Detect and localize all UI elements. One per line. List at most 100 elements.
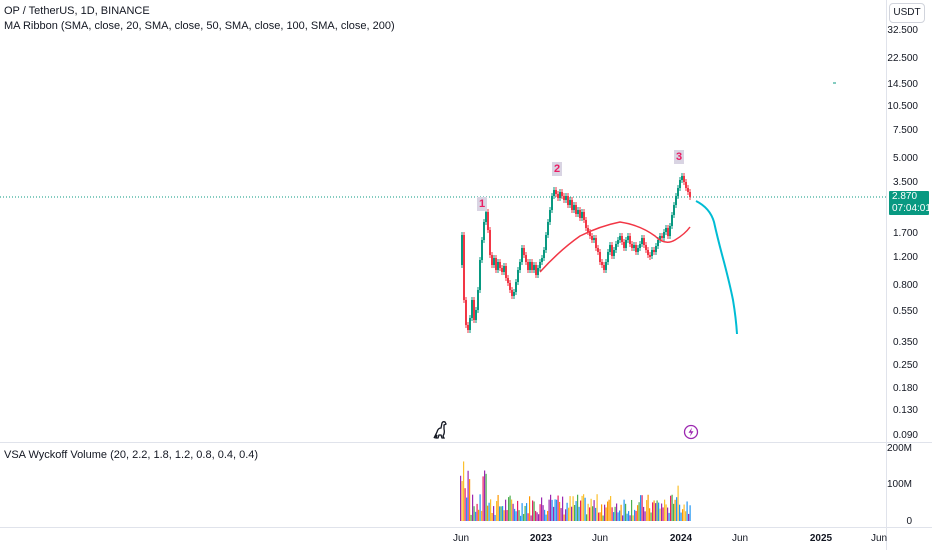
price-candle-body: [595, 238, 597, 248]
price-candle-body: [651, 250, 653, 256]
symbol-legend[interactable]: OP / TetherUS, 1D, BINANCE: [4, 5, 150, 17]
price-candle-body: [611, 245, 613, 256]
volume-bar: [647, 494, 649, 521]
price-candle-body: [539, 262, 541, 268]
price-candle-body: [659, 236, 661, 240]
volume-bar: [590, 498, 592, 521]
volume-bar: [566, 502, 568, 521]
volume-bar: [628, 511, 630, 521]
volume-bar: [575, 501, 577, 521]
price-candle-body: [461, 235, 463, 265]
volume-bar: [556, 499, 558, 521]
wave-label-1[interactable]: 1: [477, 197, 487, 211]
price-candle-body: [591, 236, 593, 240]
time-axis-border: [0, 527, 932, 528]
volume-bar: [683, 504, 685, 521]
volume-bar: [596, 494, 598, 521]
price-candle-body: [681, 176, 683, 180]
dino-icon[interactable]: [432, 420, 448, 440]
wave-label-2[interactable]: 2: [552, 162, 562, 176]
price-candle-body: [551, 196, 553, 210]
pane-divider[interactable]: [0, 442, 932, 443]
price-candle-body: [685, 182, 687, 188]
volume-bar: [526, 503, 528, 521]
price-candle-body: [479, 260, 481, 290]
time-tick: 2025: [809, 533, 833, 544]
last-price-tag[interactable]: 2.870 07:04:01: [889, 191, 931, 215]
volume-bar: [634, 509, 636, 521]
price-candle-body: [639, 244, 641, 248]
volume-bar: [544, 509, 546, 521]
volume-bar: [610, 496, 612, 521]
price-candle-body: [623, 242, 625, 248]
price-candle-body: [633, 245, 635, 248]
price-candle-body: [487, 212, 489, 230]
volume-bar: [557, 495, 559, 521]
moving-average-line: [539, 221, 691, 273]
price-candle-body: [689, 192, 691, 197]
volume-bar: [686, 501, 688, 521]
volume-bar: [488, 502, 490, 521]
lightning-icon[interactable]: [683, 424, 699, 440]
price-candle-body: [579, 210, 581, 218]
volume-bar: [658, 502, 660, 521]
volume-bar: [529, 496, 531, 521]
price-candle-body: [495, 258, 497, 270]
volume-bar: [622, 515, 624, 521]
volume-bar: [601, 504, 603, 521]
volume-bar: [649, 508, 651, 521]
time-tick: 2024: [669, 533, 693, 544]
price-candle-body: [547, 222, 549, 235]
volume-bar: [626, 513, 628, 521]
volume-bar: [619, 510, 621, 521]
volume-bar: [584, 497, 586, 521]
volume-bar: [505, 499, 507, 521]
volume-bar: [542, 505, 544, 521]
price-candle-body: [467, 325, 469, 330]
price-tick: 1.700: [892, 228, 918, 239]
price-candle-body: [605, 262, 607, 270]
price-candle-body: [557, 194, 559, 198]
volume-bar: [559, 501, 561, 521]
price-candle-body: [471, 300, 473, 318]
volume-legend[interactable]: VSA Wyckoff Volume (20, 2.2, 1.8, 1.2, 0…: [4, 449, 259, 461]
volume-bar: [535, 510, 537, 521]
time-tick: Jun: [591, 533, 609, 544]
price-candle-body: [537, 268, 539, 275]
price-candle-body: [499, 262, 501, 268]
price-candle-body: [463, 235, 465, 300]
price-candle-body: [653, 250, 655, 252]
volume-bar: [523, 514, 525, 521]
price-candle-body: [671, 215, 673, 226]
wave-label-3[interactable]: 3: [674, 150, 684, 164]
volume-bar: [580, 500, 582, 521]
price-candle-body: [635, 245, 637, 252]
price-candle-body: [521, 248, 523, 262]
currency-button[interactable]: USDT: [889, 3, 925, 23]
ma-ribbon-legend[interactable]: MA Ribbon (SMA, close, 20, SMA, close, 5…: [4, 20, 395, 32]
price-tick: 1.200: [892, 252, 918, 263]
price-candle-body: [607, 252, 609, 262]
volume-bar: [485, 473, 487, 521]
price-candle-body: [597, 248, 599, 252]
volume-bar: [482, 476, 484, 521]
price-candle-body: [529, 262, 531, 270]
volume-bar: [679, 504, 681, 521]
price-candle-body: [585, 220, 587, 228]
price-candle-body: [567, 196, 569, 205]
price-tick: 0.250: [892, 360, 918, 371]
volume-bar: [520, 515, 522, 521]
price-candle-body: [533, 265, 535, 270]
price-candle-body: [613, 250, 615, 256]
volume-bar: [479, 494, 481, 521]
volume-bar: [554, 499, 556, 521]
price-candle-body: [493, 258, 495, 265]
price-candle-body: [511, 290, 513, 296]
price-candle-body: [563, 196, 565, 200]
price-candle-body: [675, 196, 677, 205]
volume-bar: [671, 494, 673, 521]
volume-bar: [689, 505, 691, 521]
volume-bar: [494, 514, 496, 521]
